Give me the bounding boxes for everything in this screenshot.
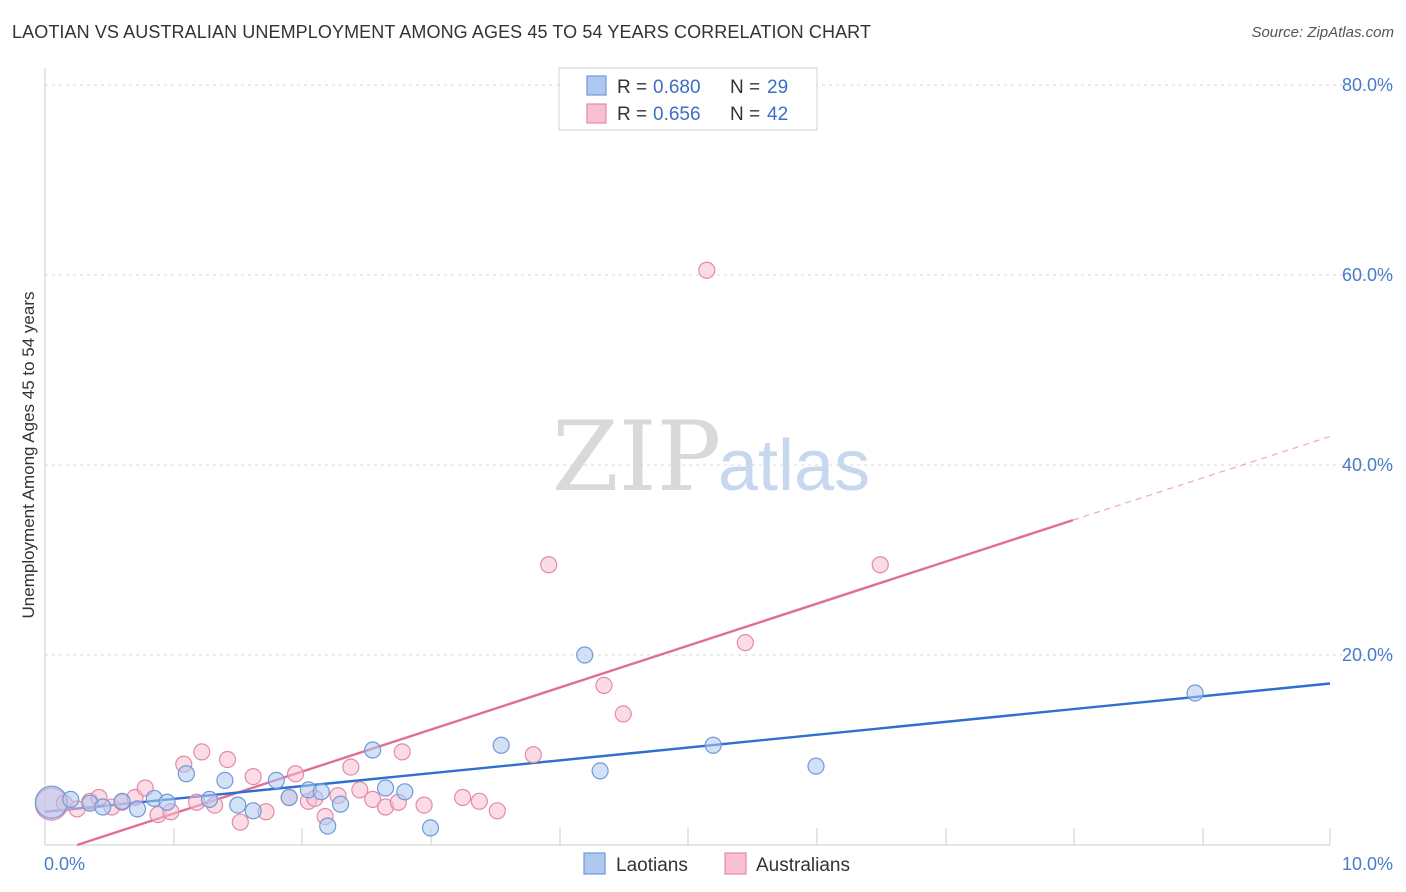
point-australians-35 xyxy=(540,556,558,574)
y-tick-label-2: 60.0% xyxy=(1342,265,1393,285)
legend-swatch-australians xyxy=(586,103,607,124)
legend-n-value-1: 29 xyxy=(767,77,788,98)
point-laotians-23 xyxy=(576,646,594,664)
point-laotians-3 xyxy=(94,798,112,816)
x-tick-label-1: 10.0% xyxy=(1342,854,1393,874)
point-laotians-10 xyxy=(216,771,234,790)
point-laotians-9 xyxy=(200,790,219,809)
point-laotians-8 xyxy=(177,765,195,783)
legend-n-value-2: 42 xyxy=(767,104,788,125)
point-australians-17 xyxy=(244,767,262,786)
bottom-legend-swatch-laotians xyxy=(583,852,606,875)
point-laotians-28 xyxy=(312,783,330,801)
point-laotians-5 xyxy=(128,800,147,818)
bottom-legend-label-australians: Australians xyxy=(756,855,850,876)
legend-n-label-1: N = xyxy=(730,77,760,98)
bottom-legend: Laotians Australians xyxy=(583,852,850,876)
x-tick-labels: 0.0% 10.0% xyxy=(44,854,1393,874)
point-australians-36 xyxy=(595,676,613,695)
watermark-atlas: atlas xyxy=(718,426,870,506)
point-laotians-19 xyxy=(376,779,395,797)
legend-r-label-1: R = xyxy=(617,77,647,98)
point-australians-24 xyxy=(342,758,360,776)
legend-r-value-2: 0.656 xyxy=(653,104,701,125)
point-laotians-24 xyxy=(591,762,609,780)
point-australians-15 xyxy=(218,750,237,769)
point-laotians-1 xyxy=(62,790,80,809)
point-australians-16 xyxy=(231,813,249,831)
chart-title: LAOTIAN VS AUSTRALIAN UNEMPLOYMENT AMONG… xyxy=(12,22,872,42)
point-laotians-20 xyxy=(396,783,414,801)
trend-lines xyxy=(44,435,1331,847)
point-australians-40 xyxy=(871,556,889,574)
trend-line-australians-extension xyxy=(1072,435,1331,521)
point-australians-13 xyxy=(193,743,211,761)
point-laotians-4 xyxy=(113,792,131,810)
legend-swatch-laotians xyxy=(586,75,607,96)
y-tick-label-0: 20.0% xyxy=(1342,645,1393,665)
bottom-legend-label-laotians: Laotians xyxy=(616,855,688,876)
point-laotians-22 xyxy=(492,736,510,754)
legend-n-label-2: N = xyxy=(730,104,760,125)
y-tick-labels: 20.0% 40.0% 60.0% 80.0% xyxy=(1342,75,1393,665)
point-australians-31 xyxy=(454,788,472,807)
point-laotians-14 xyxy=(280,788,298,807)
point-australians-34 xyxy=(524,746,542,764)
x-tick-label-0: 0.0% xyxy=(44,854,85,874)
point-laotians-13 xyxy=(267,771,285,790)
watermark-zip: ZIP xyxy=(552,401,721,513)
point-australians-38 xyxy=(698,261,716,279)
point-laotians-27 xyxy=(1186,684,1204,702)
source-label: Source: ZipAtlas.com xyxy=(1251,24,1394,41)
point-australians-39 xyxy=(736,634,754,652)
legend-r-label-2: R = xyxy=(617,104,647,125)
point-australians-37 xyxy=(614,705,632,723)
point-australians-30 xyxy=(415,796,433,814)
point-australians-33 xyxy=(488,802,506,820)
point-laotians-11 xyxy=(229,796,247,814)
point-australians-29 xyxy=(393,743,411,761)
point-laotians-26 xyxy=(807,757,825,775)
data-points xyxy=(34,261,1204,837)
y-tick-label-3: 80.0% xyxy=(1342,75,1393,95)
grid-lines xyxy=(45,84,1393,656)
point-australians-26 xyxy=(364,790,382,809)
y-axis-label: Unemployment Among Ages 45 to 54 years xyxy=(19,292,38,619)
legend-r-value-1: 0.680 xyxy=(653,77,701,98)
point-australians-25 xyxy=(351,781,369,799)
point-laotians-16 xyxy=(319,817,337,835)
point-laotians-7 xyxy=(158,793,176,811)
point-australians-32 xyxy=(470,792,488,810)
point-laotians-17 xyxy=(331,795,350,813)
bottom-legend-swatch-australians xyxy=(724,852,747,875)
axes xyxy=(44,68,1331,846)
point-laotians-18 xyxy=(364,741,382,759)
point-laotians-21 xyxy=(421,819,440,837)
point-australians-20 xyxy=(286,765,305,783)
trend-line-australians xyxy=(76,518,1074,847)
y-tick-label-1: 40.0% xyxy=(1342,455,1393,475)
point-laotians-25 xyxy=(704,736,722,754)
trend-line-laotians xyxy=(44,682,1331,813)
point-laotians-12 xyxy=(244,802,262,820)
legend: R = 0.680 N = 29 R = 0.656 N = 42 xyxy=(558,67,818,131)
